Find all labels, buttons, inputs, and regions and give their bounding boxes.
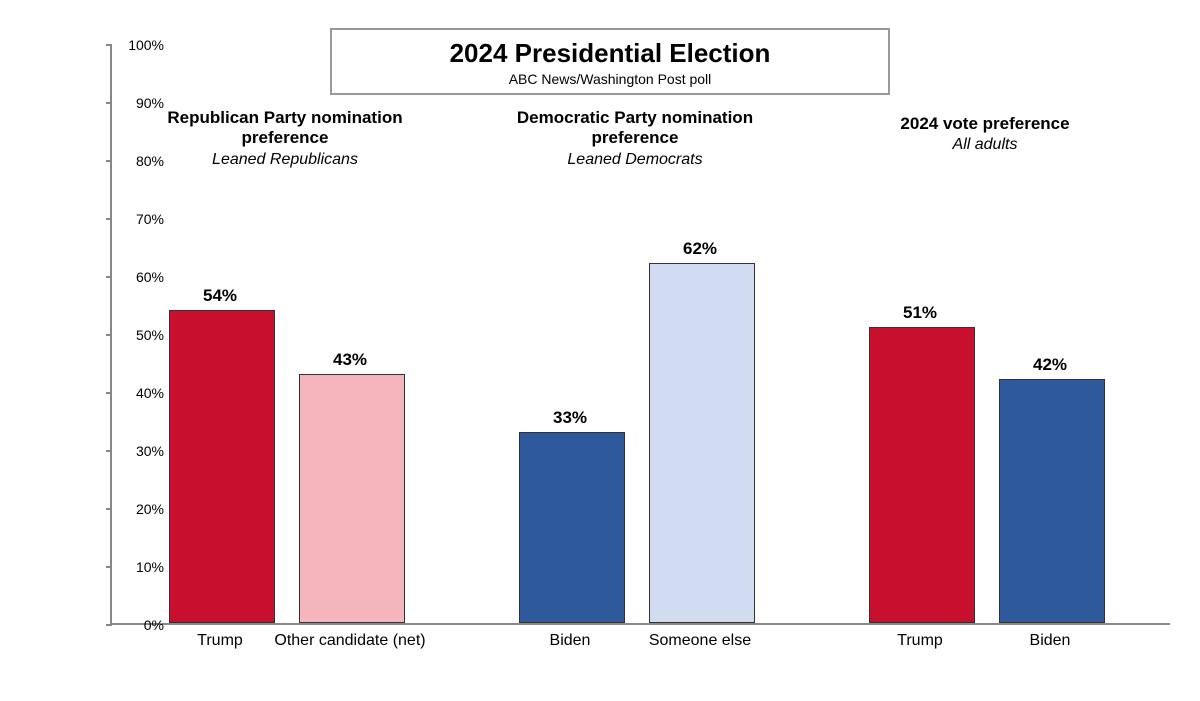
y-tick-label: 60% xyxy=(114,269,164,285)
y-tick-mark xyxy=(106,624,112,626)
group-header: 2024 vote preference All adults xyxy=(855,114,1115,154)
y-tick-mark xyxy=(106,44,112,46)
bar-value-label: 51% xyxy=(903,303,937,323)
x-tick-label: Someone else xyxy=(620,631,780,650)
y-tick-mark xyxy=(106,218,112,220)
y-tick-mark xyxy=(106,450,112,452)
bar xyxy=(649,263,755,623)
chart-title: 2024 Presidential Election xyxy=(342,38,878,69)
bar xyxy=(299,374,405,623)
chart-title-box: 2024 Presidential Election ABC News/Wash… xyxy=(330,28,890,95)
bar-value-label: 43% xyxy=(333,350,367,370)
group-subtitle: Leaned Republicans xyxy=(155,151,415,169)
bar xyxy=(169,310,275,623)
x-tick-label: Biden xyxy=(970,631,1130,650)
group-subtitle: All adults xyxy=(855,136,1115,154)
group-header: Democratic Party nomination preference Le… xyxy=(505,108,765,169)
y-tick-label: 50% xyxy=(114,327,164,343)
group-subtitle: Leaned Democrats xyxy=(505,151,765,169)
bar xyxy=(519,432,625,623)
y-tick-mark xyxy=(106,334,112,336)
group-header: Republican Party nomination preference Le… xyxy=(155,108,415,169)
y-tick-label: 100% xyxy=(114,37,164,53)
y-tick-mark xyxy=(106,566,112,568)
bar-value-label: 54% xyxy=(203,286,237,306)
group-title: 2024 vote preference xyxy=(855,114,1115,134)
y-tick-label: 30% xyxy=(114,443,164,459)
chart-subtitle: ABC News/Washington Post poll xyxy=(342,71,878,87)
y-tick-mark xyxy=(106,508,112,510)
bar-value-label: 42% xyxy=(1033,355,1067,375)
group-title: Democratic Party nomination preference xyxy=(505,108,765,149)
bar-value-label: 62% xyxy=(683,239,717,259)
y-tick-label: 20% xyxy=(114,501,164,517)
bar-value-label: 33% xyxy=(553,408,587,428)
group-title: Republican Party nomination preference xyxy=(155,108,415,149)
x-tick-label: Other candidate (net) xyxy=(270,631,430,650)
bar xyxy=(999,379,1105,623)
bar xyxy=(869,327,975,623)
chart-container: 2024 Presidential Election ABC News/Wash… xyxy=(60,20,1180,680)
y-tick-mark xyxy=(106,392,112,394)
y-tick-label: 40% xyxy=(114,385,164,401)
y-tick-mark xyxy=(106,160,112,162)
y-tick-label: 70% xyxy=(114,211,164,227)
y-tick-mark xyxy=(106,102,112,104)
y-tick-label: 10% xyxy=(114,559,164,575)
y-tick-mark xyxy=(106,276,112,278)
